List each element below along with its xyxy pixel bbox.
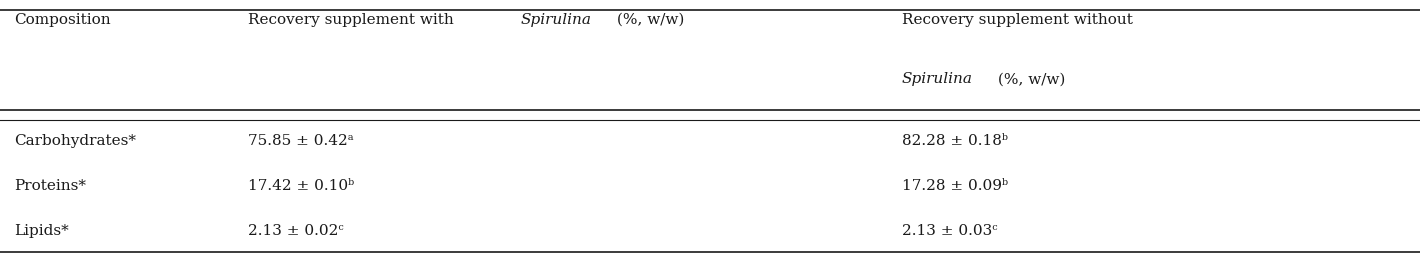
Text: 82.28 ± 0.18ᵇ: 82.28 ± 0.18ᵇ bbox=[902, 134, 1008, 148]
Text: Lipids*: Lipids* bbox=[14, 224, 70, 238]
Text: (%, w/w): (%, w/w) bbox=[994, 72, 1065, 86]
Text: Spirulina: Spirulina bbox=[902, 72, 973, 86]
Text: Composition: Composition bbox=[14, 13, 111, 27]
Text: Recovery supplement without: Recovery supplement without bbox=[902, 13, 1133, 27]
Text: (%, w/w): (%, w/w) bbox=[612, 13, 684, 27]
Text: Spirulina: Spirulina bbox=[520, 13, 591, 27]
Text: Carbohydrates*: Carbohydrates* bbox=[14, 134, 136, 148]
Text: 75.85 ± 0.42ᵃ: 75.85 ± 0.42ᵃ bbox=[248, 134, 354, 148]
Text: 2.13 ± 0.03ᶜ: 2.13 ± 0.03ᶜ bbox=[902, 224, 997, 238]
Text: Recovery supplement with: Recovery supplement with bbox=[248, 13, 459, 27]
Text: Proteins*: Proteins* bbox=[14, 179, 87, 193]
Text: 2.13 ± 0.02ᶜ: 2.13 ± 0.02ᶜ bbox=[248, 224, 344, 238]
Text: 17.42 ± 0.10ᵇ: 17.42 ± 0.10ᵇ bbox=[248, 179, 355, 193]
Text: 17.28 ± 0.09ᵇ: 17.28 ± 0.09ᵇ bbox=[902, 179, 1008, 193]
